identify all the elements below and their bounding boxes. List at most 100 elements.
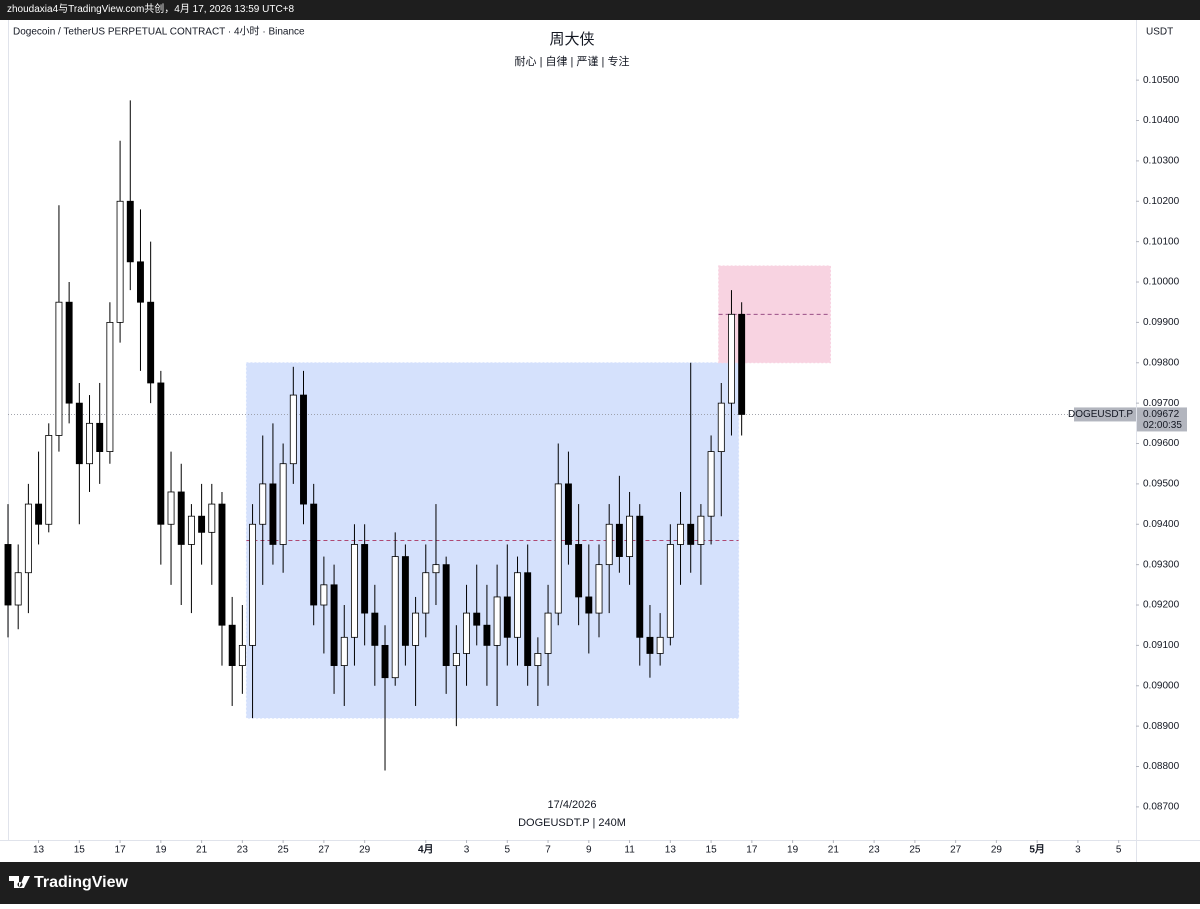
candle-body (157, 382, 165, 525)
candle-body (493, 596, 501, 646)
candle-body (249, 523, 257, 646)
candle-body (595, 564, 603, 614)
x-tick-label: 3 (1075, 845, 1081, 856)
price-tag-bg (1137, 407, 1187, 432)
candle-body (626, 515, 634, 557)
candle-body (412, 612, 420, 646)
candle-body (340, 636, 348, 666)
candle-body (198, 515, 206, 533)
candle-body (55, 301, 63, 436)
candle-body (361, 544, 369, 614)
candle-body (116, 200, 124, 323)
header-text: zhoudaxia4与TradingView.com共创，4月 17, 2026… (7, 4, 295, 15)
candle-body (330, 584, 338, 666)
x-tick-label: 21 (196, 845, 208, 856)
candle-body (483, 624, 491, 646)
candle-body (167, 491, 175, 525)
x-tick-label: 23 (869, 845, 881, 856)
x-tick-label: 5 (1116, 845, 1122, 856)
y-tick-label: 0.10400 (1143, 115, 1180, 126)
x-tick-label: 29 (991, 845, 1003, 856)
candle-body (86, 422, 93, 465)
plot-area (4, 100, 1136, 771)
candle-body (177, 491, 185, 545)
x-tick-label: 15 (74, 845, 86, 856)
chart-title: 周大侠 (549, 31, 594, 48)
y-tick-label: 0.09700 (1143, 398, 1180, 409)
candle-body (717, 402, 725, 452)
candle-body (381, 644, 389, 679)
candle-body (452, 653, 460, 666)
currency-label: USDT (1146, 27, 1173, 38)
candle-body (259, 483, 267, 525)
candle-body (463, 612, 470, 654)
x-tick-label: 27 (950, 845, 962, 856)
candle-body (65, 301, 73, 404)
x-tick-label: 4月 (418, 844, 434, 856)
x-tick-label: 25 (278, 845, 290, 856)
x-tick-label: 5月 (1029, 844, 1045, 856)
x-tick-label: 25 (909, 845, 921, 856)
candle-body (126, 200, 134, 263)
candle-body (544, 612, 552, 654)
candle-body (585, 596, 593, 614)
candle-body (728, 313, 735, 404)
logo-text: TradingView (34, 874, 129, 891)
symbol-info: Dogecoin / TetherUS PERPETUAL CONTRACT ·… (13, 26, 305, 38)
candle-body (636, 515, 644, 638)
candle-body (96, 422, 104, 452)
candle-body (35, 503, 43, 525)
y-tick-label: 0.09900 (1143, 317, 1180, 328)
chart-subtitle: 耐心 | 自律 | 严谨 | 专注 (515, 54, 630, 68)
x-tick-label: 11 (624, 845, 635, 856)
candle-body (605, 523, 613, 566)
candle-body (646, 636, 654, 654)
y-tick-label: 0.09100 (1143, 640, 1180, 651)
candle-body (228, 624, 236, 666)
candle-body (238, 644, 246, 666)
y-tick-label: 0.09500 (1143, 479, 1180, 490)
candle-body (310, 503, 318, 606)
candle-body (575, 544, 583, 598)
y-tick-label: 0.09400 (1143, 519, 1180, 530)
candle-body (524, 572, 532, 666)
candle-body (14, 572, 22, 606)
x-tick-label: 27 (318, 845, 330, 856)
price-tag: 0.09672 (1143, 409, 1180, 420)
y-tick-label: 0.08800 (1143, 761, 1180, 772)
candle-body (666, 544, 674, 638)
candle-body (738, 313, 746, 415)
x-tick-label: 17 (115, 845, 127, 856)
x-tick-label: 17 (746, 845, 758, 856)
top-bar: zhoudaxia4与TradingView.com共创，4月 17, 2026… (0, 0, 1200, 20)
candle-body (422, 572, 430, 614)
y-tick-label: 0.09300 (1143, 559, 1180, 570)
candle-body (473, 612, 481, 626)
y-tick-label: 0.10300 (1143, 156, 1180, 167)
candle-body (534, 653, 542, 666)
candle-body (615, 523, 623, 557)
watermark-symbol: DOGEUSDT.P | 240M (518, 817, 626, 829)
y-tick-label: 0.09800 (1143, 357, 1180, 368)
candle-body (289, 394, 297, 465)
candle-body (391, 556, 399, 679)
x-tick-label: 23 (237, 845, 249, 856)
watermark-date: 17/4/2026 (548, 799, 597, 811)
candle-body (208, 503, 216, 533)
candle-body (564, 483, 572, 545)
logo-mark (9, 876, 30, 888)
chart: Dogecoin / TetherUS PERPETUAL CONTRACT ·… (0, 20, 1200, 862)
x-tick-label: 5 (505, 845, 511, 856)
candle-body (371, 612, 379, 646)
candle-body (401, 556, 409, 646)
candle-body (320, 584, 328, 606)
candle-body (442, 564, 450, 666)
y-tick-label: 0.10500 (1143, 75, 1180, 86)
candle-body (350, 544, 358, 638)
candle-body (432, 564, 440, 574)
candle-body (656, 636, 664, 654)
candle-body (137, 261, 144, 303)
candle-body (106, 321, 114, 452)
candle-body (4, 544, 12, 606)
